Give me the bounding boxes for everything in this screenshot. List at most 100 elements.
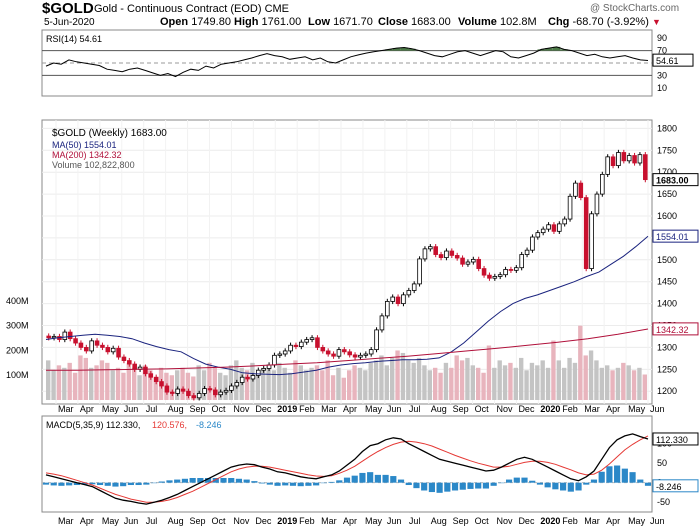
x-axis-label: Feb: [562, 404, 578, 414]
candle-body: [223, 389, 229, 393]
x-axis-label-bottom: Nov: [233, 516, 250, 526]
last-price-tag: [652, 173, 699, 187]
x-axis-label: May: [365, 404, 383, 414]
macd-histogram-bar: [320, 482, 327, 484]
macd-histogram-bar: [204, 478, 212, 483]
macd-hist-text: -8.246: [656, 482, 682, 492]
volume-bar: [169, 375, 174, 400]
candle-body: [121, 356, 127, 361]
macd-histogram-bar: [606, 466, 613, 483]
macd-hist-label: -8.246: [196, 420, 222, 430]
x-axis-label-bottom: Feb: [299, 516, 315, 526]
candle-body: [256, 369, 261, 376]
price-tick-label: 1600: [657, 211, 677, 221]
macd-histogram-bar: [451, 482, 459, 491]
x-axis-label: Oct: [211, 404, 226, 414]
candle-body: [218, 391, 223, 396]
candle-body: [89, 340, 94, 352]
volume-bar: [304, 370, 309, 400]
price-panel: [41, 119, 653, 405]
macd-histogram-bar: [197, 478, 204, 483]
macd-histogram-bar: [590, 479, 598, 483]
volume-bar: [191, 376, 196, 400]
x-axis-label-bottom: Aug: [168, 516, 184, 526]
volume-bars: [46, 325, 647, 400]
volume-bar: [357, 367, 363, 400]
price-tick-label: 1500: [657, 255, 677, 265]
x-axis-label-bottom: Apr: [80, 516, 94, 526]
candle-body: [632, 155, 637, 164]
macd-histogram-bar: [135, 482, 142, 486]
macd-histogram-bar: [81, 482, 88, 485]
candle-body: [342, 349, 347, 353]
macd-histogram-bar: [166, 480, 173, 483]
candle-body: [94, 340, 100, 346]
candle-body: [51, 336, 57, 339]
candle-body: [497, 274, 503, 277]
candle-body: [282, 350, 288, 355]
macd-histogram-bar: [289, 482, 297, 486]
open-label: Open 1749.80: [160, 16, 231, 28]
macd-histogram-bar: [228, 478, 235, 483]
rsi-overbought-fill: [400, 47, 408, 51]
x-axis-label-bottom: Nov: [497, 516, 514, 526]
volume-bar: [196, 365, 201, 400]
candle-body: [207, 388, 213, 391]
volume-bar: [459, 360, 465, 400]
price-tick-label: 1300: [657, 342, 677, 352]
volume-bar: [416, 357, 422, 400]
x-axis-label-bottom: Dec: [255, 516, 272, 526]
candle-body: [116, 347, 121, 358]
x-axis-label-bottom: Aug: [431, 516, 447, 526]
low-value: 1671.70: [333, 16, 373, 28]
macd-histogram-bar: [313, 482, 320, 486]
volume-bar: [540, 360, 545, 400]
volume-bar: [266, 365, 271, 400]
macd-histogram-bar: [444, 482, 451, 492]
volume-bar: [320, 370, 325, 400]
candle-body: [401, 294, 406, 305]
candle-body: [562, 218, 567, 225]
x-axis-label: Jun: [650, 404, 665, 414]
volume-bar: [185, 372, 191, 400]
candle-body: [385, 301, 390, 317]
candle-body: [481, 268, 487, 276]
candle-body: [186, 390, 191, 397]
price-tick-label: 1450: [657, 277, 677, 287]
volume-bar: [567, 357, 572, 400]
volume-bar: [400, 352, 406, 400]
macd-histogram-bar: [482, 482, 490, 489]
macd-main-line: [45, 433, 649, 505]
volume-bar: [443, 362, 449, 400]
volume-bar: [325, 360, 330, 400]
x-axis-label: Sep: [453, 404, 469, 414]
candle-body: [422, 248, 428, 260]
volume-bar: [545, 367, 551, 400]
candle-body: [239, 376, 245, 383]
macd-histogram-bar: [104, 482, 111, 486]
volume-label: Volume 102.8M: [458, 16, 537, 28]
volume-value: 102.8M: [499, 16, 537, 28]
volume-bar: [368, 362, 373, 400]
macd-histogram-bar: [529, 480, 536, 483]
price-tick-label: 1800: [657, 123, 677, 133]
x-axis-label: Oct: [475, 404, 490, 414]
macd-tick-label: -50: [657, 497, 670, 507]
volume-bar: [588, 350, 594, 400]
volume-tick-label: 300M: [6, 321, 29, 331]
macd-histogram-bar: [73, 482, 80, 486]
x-axis-label: Nov: [233, 404, 250, 414]
volume-bar: [438, 372, 443, 400]
macd-histogram-bar: [259, 482, 266, 484]
macd-histogram-bar: [351, 475, 358, 483]
candle-body: [127, 360, 132, 365]
x-axis-label-bottom: Apr: [343, 516, 357, 526]
candle-body: [557, 223, 562, 232]
volume-bar: [476, 367, 481, 400]
macd-histogram-bar: [181, 478, 189, 483]
ticker-symbol: $GOLD: [42, 0, 94, 17]
x-axis-label-bottom: Mar: [58, 516, 74, 526]
volume-bar: [51, 370, 56, 400]
x-axis-label: Sep: [190, 404, 206, 414]
candle-body: [567, 195, 573, 220]
